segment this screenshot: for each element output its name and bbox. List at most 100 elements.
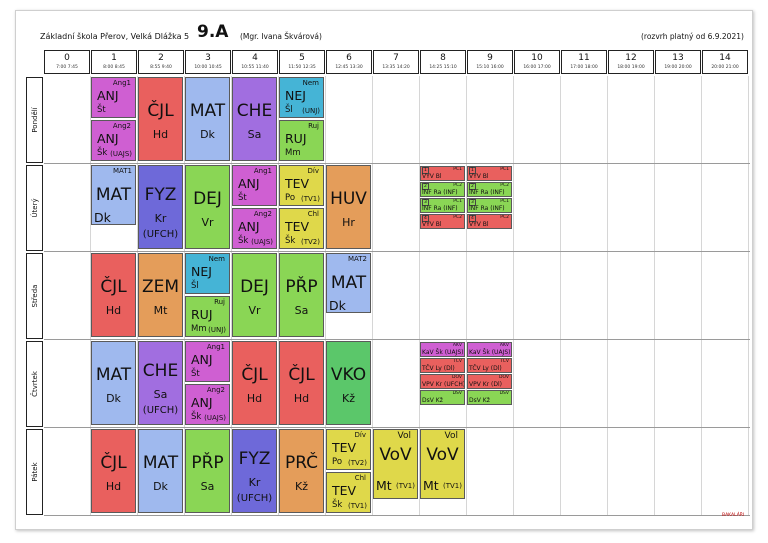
lesson-card: VKO Kž (326, 341, 371, 425)
lesson-group: MAT1 (112, 167, 132, 175)
elective-number: 3 (422, 199, 429, 206)
lesson-subject: MAT (95, 365, 132, 385)
grid-line (44, 163, 750, 164)
lesson-subject: RUJ (285, 131, 307, 146)
period-number: 0 (64, 53, 70, 63)
period-time: 18:00 19:00 (617, 65, 645, 70)
grid-line (325, 76, 326, 516)
grid-line (231, 76, 232, 516)
elective-group: PČ1 (500, 167, 509, 172)
lesson-group: Ang1 (253, 167, 272, 175)
period-number: 13 (672, 53, 684, 63)
grid-line (184, 76, 185, 516)
period-header: 7 13:35 14:20 (373, 50, 419, 74)
elective-group: PČ2 (500, 215, 509, 220)
period-number: 9 (487, 53, 493, 63)
lesson-card: CHE Sa (232, 77, 277, 161)
lesson-teacher: Sa (153, 388, 168, 401)
lesson-subject: ZEM (141, 277, 180, 297)
day-label: Čtvrtek (26, 341, 43, 427)
lesson-teacher: Dk (106, 392, 121, 405)
lesson-teacher: Hd (105, 304, 122, 317)
lesson-teacher: Vr (248, 304, 261, 317)
lesson-card: ZEM Mt (138, 253, 183, 337)
elective-group: DOV (451, 375, 462, 380)
lesson-card: MAT1 MAT Dk (91, 165, 136, 225)
lesson-subject: MAT (330, 273, 367, 293)
lesson-room: (UFCH) (142, 229, 179, 240)
elective-block: DSV DsV Kž (420, 390, 465, 405)
lesson-card: ČJL Hd (138, 77, 183, 161)
elective-label: TČV Ly (Dl) (422, 365, 455, 372)
lesson-teacher: Hd (105, 480, 122, 493)
elective-group: DOV (498, 375, 509, 380)
lesson-subject: DEJ (240, 277, 269, 297)
elective-label: DsV Kž (422, 397, 443, 404)
lesson-subject: HUV (330, 189, 367, 209)
elective-label: VYV Bl (422, 173, 442, 180)
elective-label: VYV Bl (469, 221, 489, 228)
lesson-room: (TV1) (396, 482, 415, 490)
lesson-subject: FYZ (238, 449, 271, 469)
lesson-group: Ang1 (206, 343, 225, 351)
lesson-card: FYZ Kr (UFCH) (232, 429, 277, 513)
elective-block: 4 PČ2 VYV Bl (420, 214, 465, 229)
elective-label: VYV Bl (469, 173, 489, 180)
lesson-card: ČJL Hd (279, 341, 324, 425)
elective-block: 1 PČ1 VYV Bl (467, 166, 512, 181)
lesson-group: Ruj (214, 298, 225, 306)
grid-line (466, 76, 467, 516)
elective-label: VPV Kr (Dl) (469, 381, 503, 388)
lesson-card: Ang1 ANJ Št (232, 165, 277, 206)
lesson-card: Nem NEJ Šl (UNJ) (279, 77, 324, 118)
lesson-teacher: Sa (247, 128, 262, 141)
lesson-teacher: Šk (332, 500, 343, 510)
lesson-card: Ang1 ANJ Št (91, 77, 136, 118)
elective-block: 3 PČ1 INF Ra (INF) (420, 198, 465, 213)
lesson-room: (TV1) (301, 195, 320, 203)
period-number: 3 (205, 53, 211, 63)
lesson-subject: TEV (285, 176, 310, 191)
lesson-room: (TV1) (443, 482, 462, 490)
lesson-card: Chl TEV Šk (TV2) (279, 208, 324, 249)
period-header: 9 15:10 16:00 (467, 50, 513, 74)
lesson-teacher: Št (191, 369, 200, 379)
lesson-subject: CHE (142, 361, 179, 381)
period-number: 14 (719, 53, 731, 63)
lesson-subject: CHE (236, 101, 273, 121)
brand-logo: BAKALÁŘI (722, 513, 745, 518)
elective-group: PČ1 (500, 199, 509, 204)
lesson-card: DEJ Vr (185, 165, 230, 249)
lesson-group: Chl (307, 210, 319, 218)
elective-block: 2 PČ2 INF Ra (INF) (420, 182, 465, 197)
lesson-card: PŘP Sa (279, 253, 324, 337)
period-number: 10 (531, 53, 543, 63)
elective-block: AKV KaV Šk (UAJS) (420, 342, 465, 357)
grid-line (44, 427, 750, 428)
grid-line (654, 76, 655, 516)
elective-label: VYV Bl (422, 221, 442, 228)
elective-block: DOV VPV Kr (Dl) (467, 374, 512, 389)
lesson-card: Dív TEV Po (TV2) (326, 429, 371, 470)
grid-line (44, 251, 750, 252)
lesson-group: Ang2 (206, 386, 225, 394)
lesson-teacher: Šl (285, 105, 293, 115)
elective-label: DsV Kž (469, 397, 490, 404)
lesson-subject: ČJL (288, 365, 315, 385)
day-label: Středa (26, 253, 43, 339)
period-number: 1 (111, 53, 117, 63)
period-number: 2 (158, 53, 164, 63)
lesson-card: Dív TEV Po (TV1) (279, 165, 324, 206)
period-time: 11:50 12:35 (288, 65, 316, 70)
period-header: 4 10:55 11:40 (232, 50, 278, 74)
lesson-teacher: Sa (200, 480, 215, 493)
lesson-teacher: Mt (423, 478, 439, 493)
lesson-card: Vol VoV Mt (TV1) (420, 429, 465, 499)
day-name: Středa (30, 284, 39, 308)
elective-number: 4 (422, 215, 429, 222)
elective-block: 4 PČ2 VYV Bl (467, 214, 512, 229)
lesson-card: Ruj RUJ Mm (UNJ) (185, 296, 230, 337)
class-name: 9.A (197, 22, 229, 42)
elective-block: AKV KaV Šk (UAJS) (467, 342, 512, 357)
lesson-subject: TEV (332, 440, 357, 455)
